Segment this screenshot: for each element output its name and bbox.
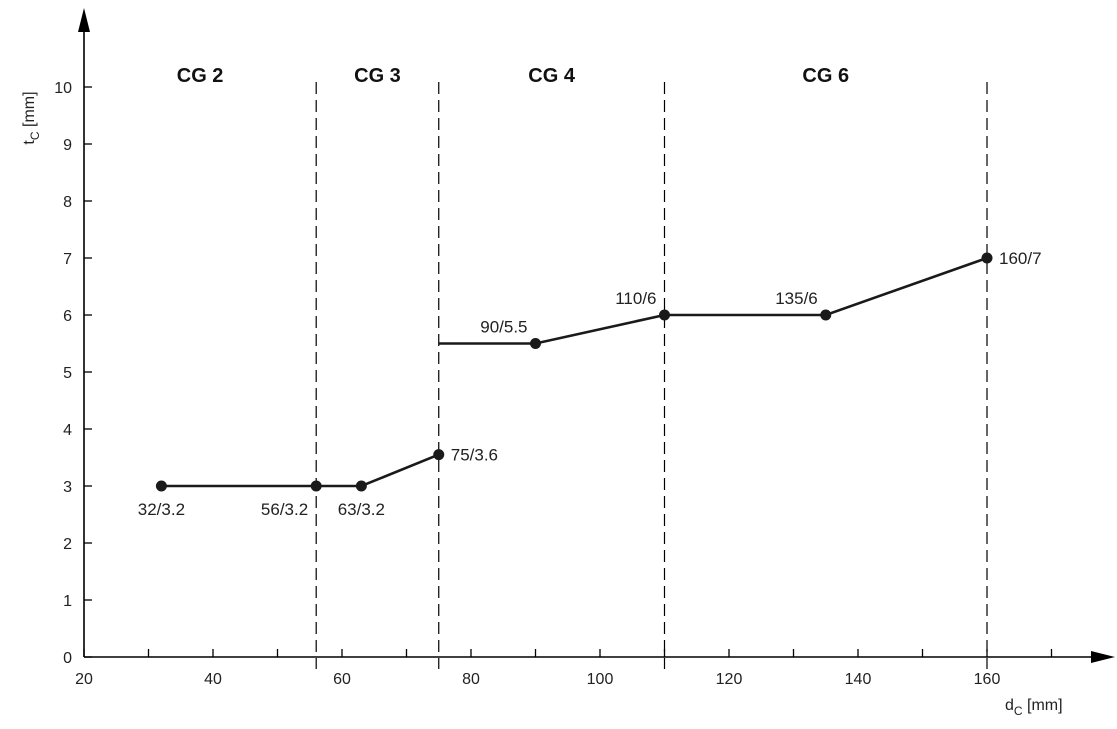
data-points [155, 252, 993, 492]
y-axis-arrowhead [78, 8, 90, 32]
y-tick-label: 5 [63, 365, 72, 382]
x-tick-label: 140 [845, 671, 872, 688]
x-tick-label: 20 [75, 671, 93, 688]
y-tick-label: 2 [63, 536, 72, 553]
point-label: 135/6 [775, 289, 818, 308]
y-ticks: 0 1 2 3 4 5 6 7 8 9 10 [54, 80, 92, 667]
x-tick-label: 120 [716, 671, 743, 688]
point-label: 110/6 [615, 289, 656, 308]
y-tick-label: 1 [63, 593, 72, 610]
data-point [530, 338, 541, 349]
zone-label: CG 4 [528, 65, 576, 87]
y-tick-label: 0 [63, 650, 72, 667]
zone-labels: CG 2 CG 3 CG 4 CG 6 [177, 65, 849, 87]
data-point [433, 449, 445, 461]
point-label: 63/3.2 [338, 500, 385, 519]
y-tick-label: 4 [63, 422, 72, 439]
zone-label: CG 3 [354, 65, 401, 87]
point-label: 56/3.2 [261, 500, 308, 519]
y-tick-label: 3 [63, 479, 72, 496]
data-series [161, 256, 988, 488]
data-point [155, 480, 167, 492]
x-axis-title: dC [mm] [1005, 697, 1063, 718]
data-point [310, 480, 322, 492]
x-tick-label: 160 [974, 671, 1001, 688]
zone-label: CG 2 [177, 65, 224, 87]
y-axis-title: tC [mm] [21, 91, 42, 144]
y-tick-label: 7 [63, 251, 72, 268]
x-tick-label: 40 [204, 671, 222, 688]
data-point [355, 480, 367, 492]
y-tick-label: 8 [63, 194, 72, 211]
point-label: 32/3.2 [138, 500, 185, 519]
data-point [820, 309, 832, 321]
data-point [981, 252, 993, 264]
y-tick-label: 9 [63, 137, 72, 154]
x-axis-arrowhead [1091, 651, 1115, 663]
point-label: 160/7 [999, 249, 1042, 268]
point-label: 90/5.5 [480, 318, 527, 337]
axes [78, 8, 1115, 663]
series-line [161, 453, 440, 488]
x-tick-label: 100 [587, 671, 614, 688]
data-point [659, 309, 670, 321]
x-tick-label: 60 [333, 671, 351, 688]
y-tick-label: 10 [54, 80, 72, 97]
x-ticks: 20 40 60 80 100 120 140 160 [75, 649, 1053, 688]
y-tick-label: 6 [63, 308, 72, 325]
zone-dividers [315, 82, 988, 669]
zone-label: CG 6 [802, 65, 849, 87]
point-label: 75/3.6 [451, 446, 498, 465]
point-labels: 32/3.2 56/3.2 63/3.2 75/3.6 90/5.5 110/6 135/6… [138, 249, 1042, 519]
x-tick-label: 80 [462, 671, 480, 688]
